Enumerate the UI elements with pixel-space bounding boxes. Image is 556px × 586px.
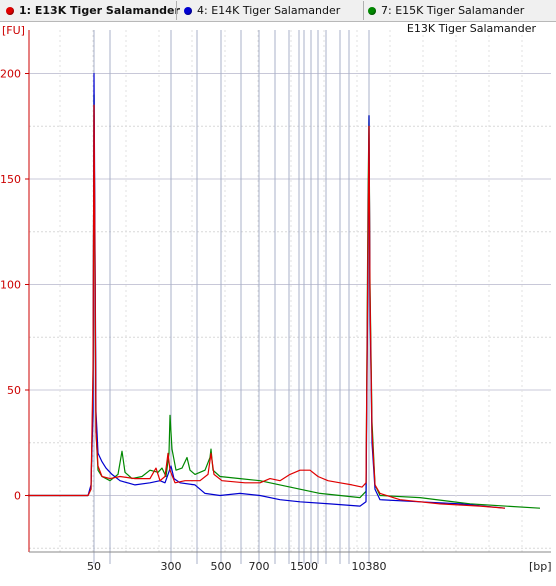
electropherogram-chart: 0 50 100 150 200 50 300 500 700 1500 10380 [FU] [b… (0, 22, 552, 574)
legend-label-e15k: 7: E15K Tiger Salamander (381, 4, 525, 17)
x-tick-label: 700 (249, 560, 270, 573)
y-tick-label: 0 (14, 490, 21, 503)
x-tick-label: 300 (161, 560, 182, 573)
y-axis-unit-label: [FU] (2, 24, 25, 37)
series-line-e13k (28, 104, 506, 509)
green-dot-icon (368, 6, 376, 15)
y-tick-label: 50 (7, 384, 21, 397)
plot-area (29, 30, 551, 552)
axes (28, 30, 551, 553)
x-tick-label: 1500 (290, 560, 318, 573)
y-tick-label: 200 (0, 68, 21, 81)
legend-item-e13k[interactable]: 1: E13K Tiger Salamander (6, 0, 180, 21)
x-axis-unit-label: [bp] (529, 560, 552, 573)
red-dot-icon (6, 6, 14, 15)
x-tick-label: 500 (211, 560, 232, 573)
legend-label-e14k: 4: E14K Tiger Salamander (197, 4, 341, 17)
legend-item-e14k[interactable]: 4: E14K Tiger Salamander (184, 0, 340, 21)
x-tick-label: 10380 (352, 560, 387, 573)
legend-item-e15k[interactable]: 7: E15K Tiger Salamander (368, 0, 524, 21)
legend-divider (363, 1, 364, 20)
legend-label-e13k: 1: E13K Tiger Salamander (19, 4, 180, 17)
chart-title: E13K Tiger Salamander (407, 22, 537, 35)
tick-labels: 0 50 100 150 200 50 300 500 700 1500 10380 (0, 68, 387, 574)
y-tick-label: 150 (0, 173, 21, 186)
x-tick-label: 50 (87, 560, 101, 573)
blue-dot-icon (184, 6, 192, 15)
y-tick-label: 100 (0, 279, 21, 292)
legend: 1: E13K Tiger Salamander 4: E14K Tiger S… (0, 0, 556, 22)
grid-lines (29, 30, 551, 552)
series-lines (28, 72, 541, 509)
legend-divider (176, 1, 177, 20)
